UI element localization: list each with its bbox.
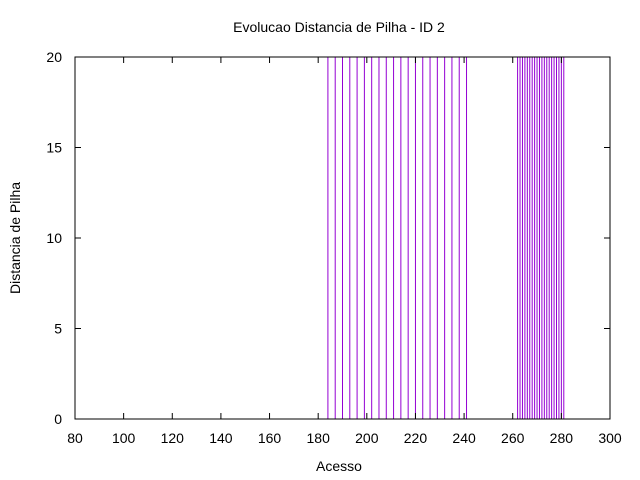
y-tick-label: 15	[46, 140, 62, 156]
x-tick-label: 260	[501, 430, 525, 446]
y-tick-label: 0	[54, 411, 62, 427]
y-tick-label: 10	[46, 230, 62, 246]
x-tick-label: 180	[307, 430, 331, 446]
impulse-series	[327, 57, 565, 419]
x-tick-label: 140	[209, 430, 233, 446]
x-tick-label: 240	[452, 430, 476, 446]
x-tick-label: 100	[112, 430, 136, 446]
x-tick-label: 120	[161, 430, 185, 446]
x-tick-label: 200	[355, 430, 379, 446]
plot-frame	[74, 56, 611, 420]
y-tick-label: 20	[46, 49, 62, 65]
x-tick-label: 80	[67, 430, 83, 446]
x-tick-label: 220	[404, 430, 428, 446]
x-tick-label: 300	[598, 430, 622, 446]
x-axis-label: Acesso	[316, 458, 362, 474]
chart-title: Evolucao Distancia de Pilha - ID 2	[233, 19, 445, 35]
y-tick-label: 5	[54, 321, 62, 337]
axis-ticks: 80 100 120 140 160 180 200 220 240 260 280 300 0 5 10 1…	[46, 49, 621, 446]
x-tick-label: 280	[550, 430, 574, 446]
x-tick-label: 160	[258, 430, 282, 446]
y-axis-label: Distancia de Pilha	[7, 182, 23, 294]
